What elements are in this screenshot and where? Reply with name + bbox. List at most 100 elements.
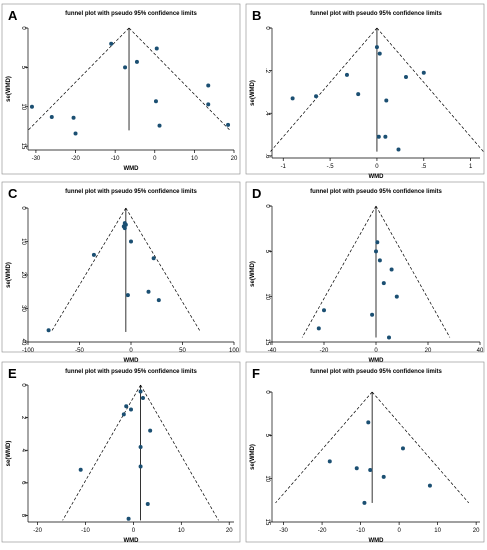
panel-a-point [206,83,211,88]
panel-b-point [376,134,381,139]
panel-b-point [290,96,295,101]
panel-e-x-label: WMD [124,538,140,544]
panel-e-y-label: se(WMD) [6,441,12,467]
panel-e-point [145,502,150,507]
panel-e-point [138,389,143,394]
panel-f-ci-left [275,391,373,504]
panel-a-x-tick-label: 10 [191,156,198,162]
panel-f-x-tick-label: 20 [473,528,480,534]
panel-b-y-tick-label: .2 [264,68,270,74]
panel-f-title: funnel plot with pseudo 95% confidence l… [310,369,442,375]
panel-c-point [123,222,128,227]
panel-e-point [140,396,145,401]
panel-d-point [322,308,326,313]
panel-b-point [384,98,389,103]
panel-f-x-tick-label: -30 [279,528,288,534]
panel-c-ci-left [50,207,127,333]
panel-a-point [109,41,114,46]
panel-b-y-label: se(WMD) [250,80,256,106]
panel-c-x-tick-label: 100 [229,348,240,354]
panel-a-title: funnel plot with pseudo 95% confidence l… [65,11,197,17]
panel-f-y-tick-label: 0 [264,390,270,394]
panel-c-x-tick-label: -100 [22,348,35,354]
panel-d-x-label: WMD [369,358,385,364]
panel-d-point [377,258,382,263]
panel-d-x-tick-label: -20 [320,348,329,354]
panel-c-point [156,298,161,303]
panel-f-x-label: WMD [369,538,385,544]
panel-a-point [29,104,34,109]
panel-a-frame [1,3,241,175]
panel-f-point [362,500,367,505]
panel-e-point [148,428,153,433]
panel-b-point [383,134,388,139]
panel-d-point [374,249,378,254]
panel-e-frame [1,361,241,543]
panel-f-ci-right [371,391,470,504]
panel-c-point [129,239,133,244]
panel-d-point [381,281,386,286]
panel-d-point [387,335,391,340]
panel-c-point [125,293,130,298]
panel-b-y-tick-label: .4 [264,111,270,117]
panel-b-point [396,147,401,152]
panel-d-point [316,326,321,331]
panel-c-letter: C [8,186,18,201]
panel-f-frame [245,361,485,543]
panel-a-y-tick-label: 10 [20,103,26,110]
panel-a-ci-right [128,27,231,131]
panel-f-x-tick-label: -20 [318,528,327,534]
panel-e-point [78,467,83,472]
panel-c-x-tick-label: -50 [75,348,84,354]
panel-d-x-tick-label: 20 [425,348,432,354]
panel-e-letter: E [8,366,17,381]
panel-a-y-label: se(WMD) [6,76,12,102]
panel-a-point [226,122,231,127]
panel-d-title: funnel plot with pseudo 95% confidence l… [310,189,442,195]
panel-a-letter: A [8,8,18,23]
panel-b-y-tick-label: .6 [264,153,270,159]
panel-e-point [121,412,126,417]
panel-b-point [374,45,379,50]
panel-e-x-tick-label: 10 [178,528,185,534]
panel-d-x-tick-label: 40 [477,348,484,354]
panel-b-x-tick-label: 1 [469,164,473,170]
panel-b-ci-right [376,27,484,152]
panel-a-x-tick-label: 20 [231,156,238,162]
panel-d-y-label: se(WMD) [250,261,256,287]
panel-e-point [138,444,143,449]
panel-a-y-tick-label: 5 [20,66,26,70]
panel-c-y-tick-label: 10 [20,238,26,245]
panel-c-point [91,252,96,257]
panel-c-y-tick-label: 0 [20,206,26,210]
panel-f-point [427,483,432,488]
panel-a-point [154,46,159,51]
panel-f-point [354,466,359,471]
panel-d-x-tick-label: 0 [374,348,378,354]
panel-b-point [314,94,319,99]
panel-a-y-tick-label: 0 [20,26,26,30]
panel-b-point [344,72,349,77]
panel-f-y-tick-label: 5 [264,434,270,438]
panel-e-point [126,516,131,521]
panel-c-point [46,328,51,333]
panel-e-point [138,464,143,469]
panel-d-point [375,240,380,245]
panel-b-title: funnel plot with pseudo 95% confidence l… [310,11,442,17]
panel-c-y-tick-label: 40 [20,339,26,346]
panel-c-x-label: WMD [124,358,140,364]
panel-c-x-tick-label: 0 [129,348,133,354]
panel-a-point [206,102,211,107]
panel-e-ci-left [62,384,141,521]
panel-a-point [123,65,128,70]
panel-e-ci-right [140,384,219,521]
panel-e-y-tick-label: 8 [20,514,26,518]
panel-d-frame [245,181,485,353]
panel-d-y-tick-label: 0 [264,204,270,208]
panel-f-y-tick-label: 15 [264,519,270,526]
panel-b-y-tick-label: 0 [264,26,270,30]
